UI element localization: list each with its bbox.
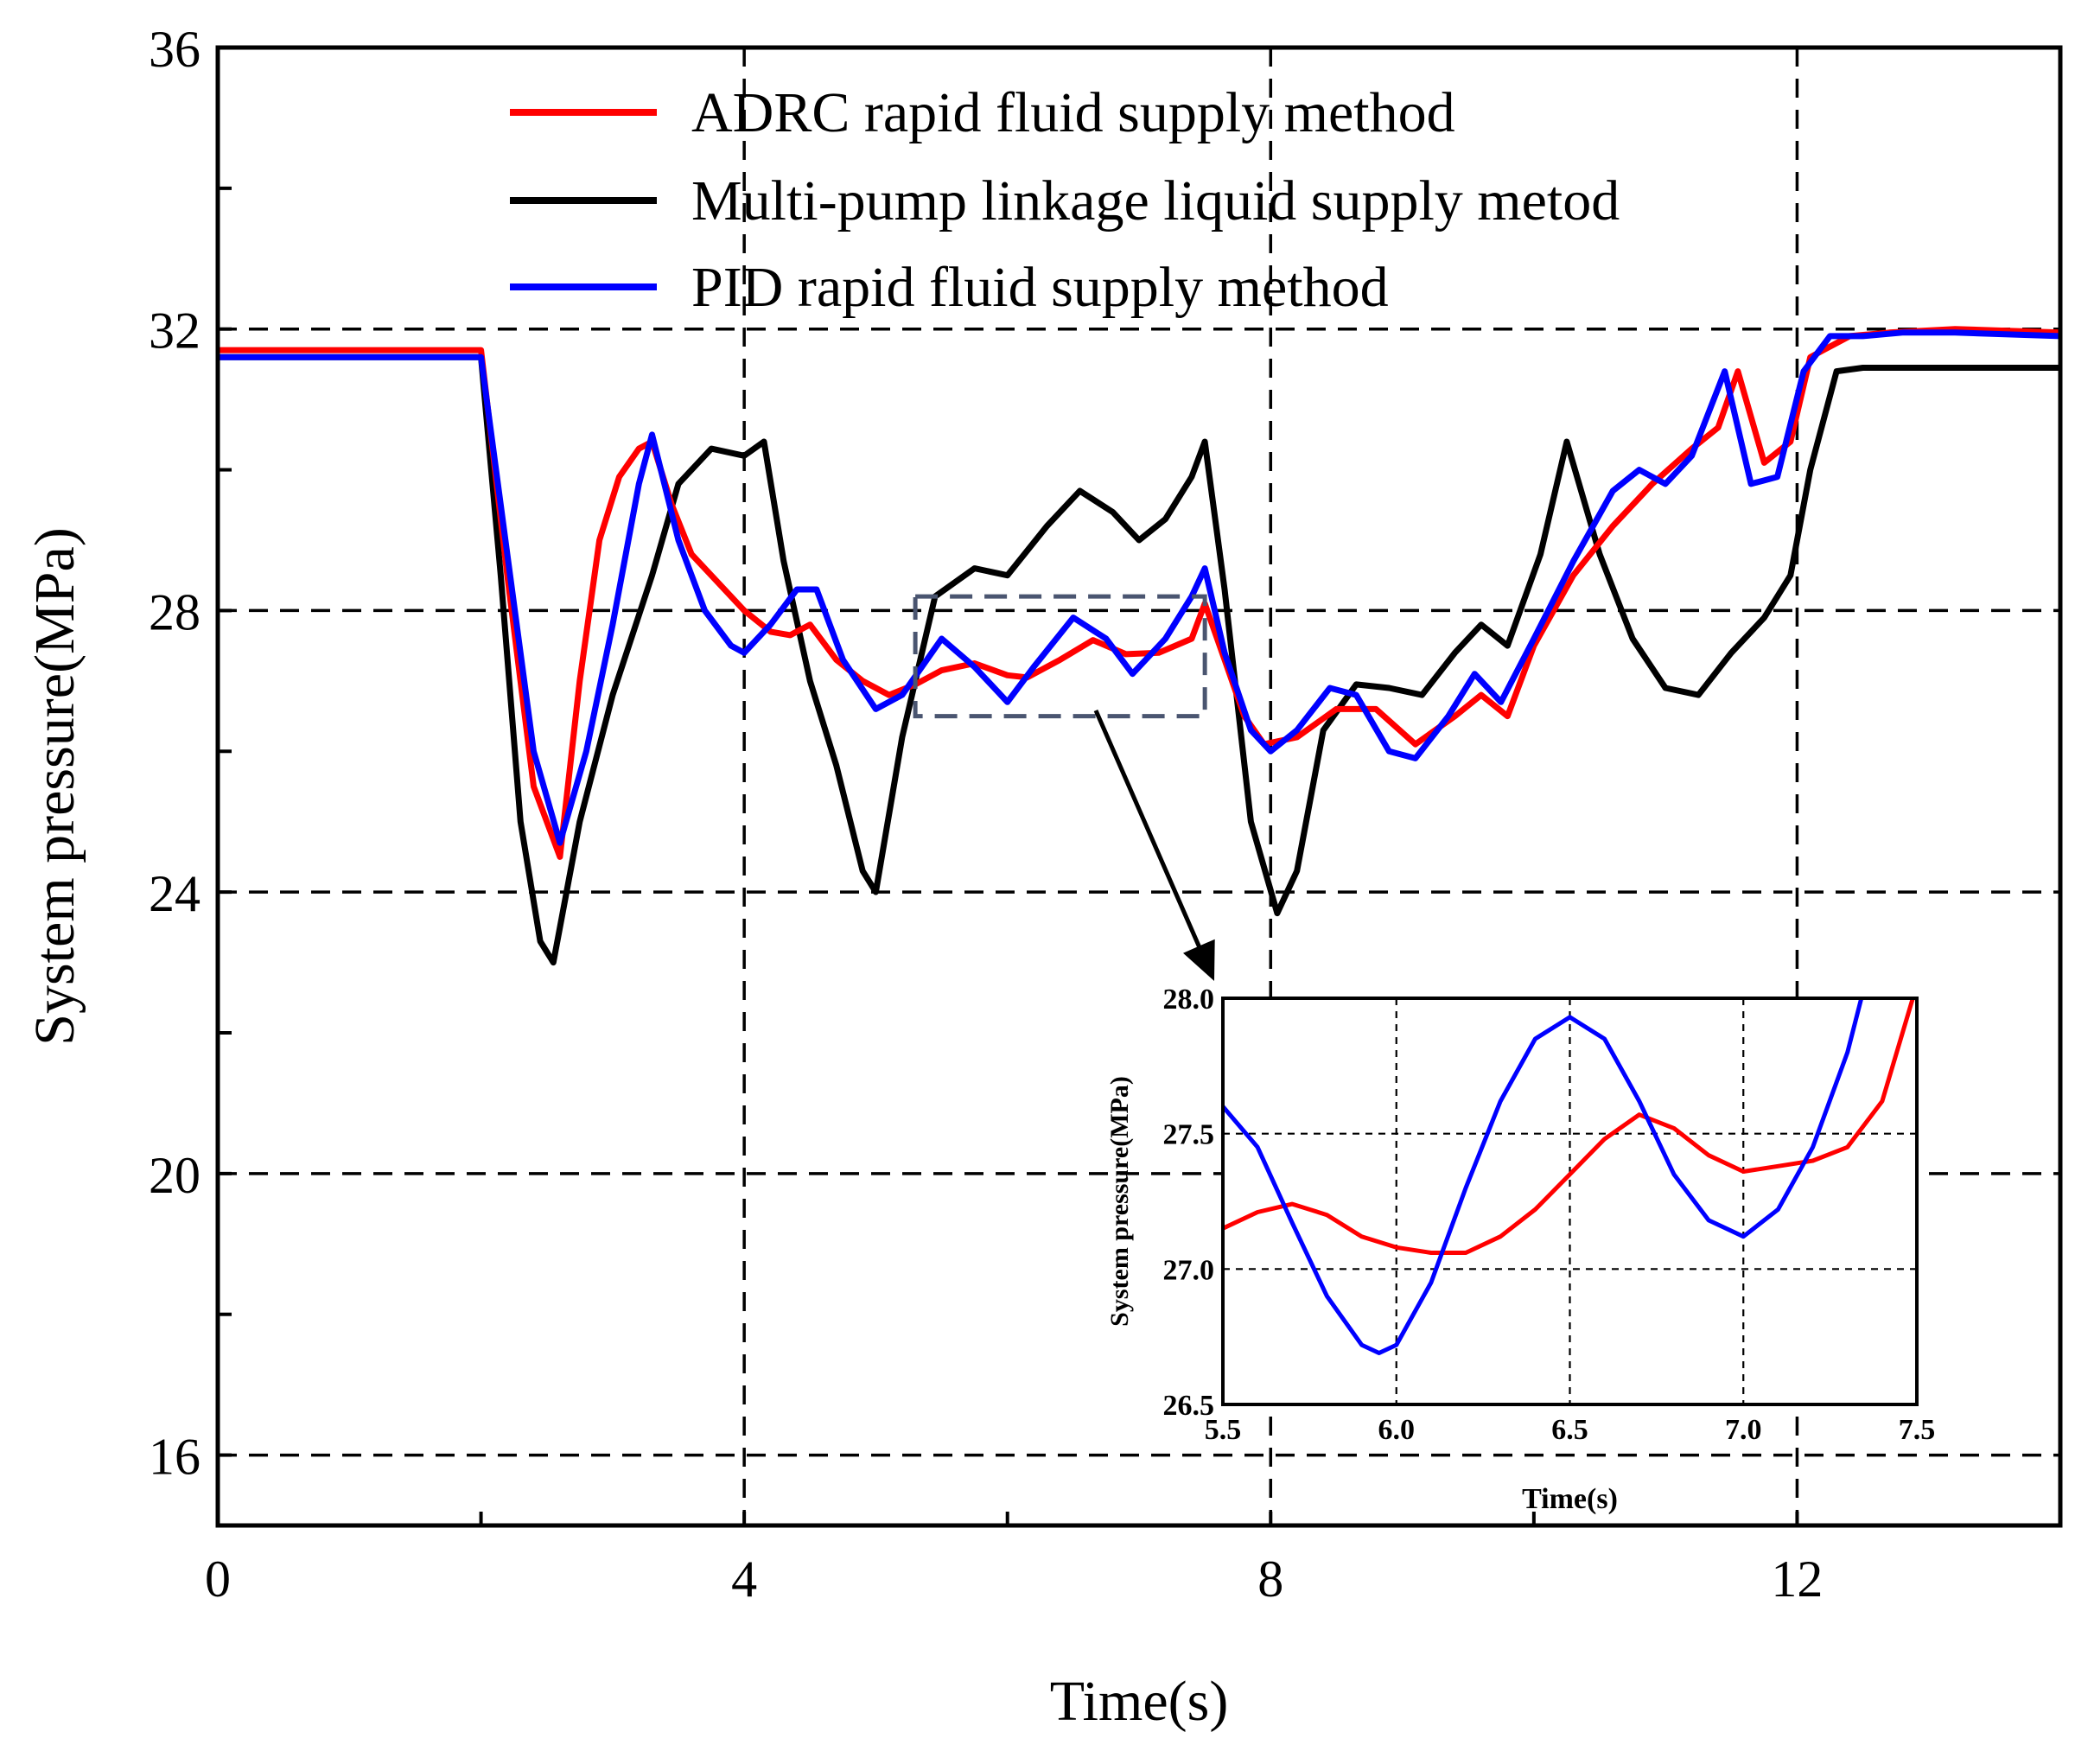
main-plot-frame [215, 45, 2063, 1528]
inset-y-tick-label: 26.5 [1163, 1390, 1215, 1422]
main-tick-labels: 16 20 24 28 32 36 0 4 8 12 [149, 21, 1823, 1608]
zoom-arrow-line [1093, 709, 1210, 967]
y-tick-label: 28 [149, 583, 200, 640]
inset-y-tick-label: 28.0 [1163, 984, 1215, 1016]
zoom-indicator [913, 594, 1215, 981]
x-tick-label: 8 [1257, 1551, 1283, 1608]
series-line-1 [218, 353, 2060, 966]
series-line-2 [218, 329, 2060, 846]
inset-x-tick-label: 5.5 [1205, 1414, 1242, 1446]
y-tick-label: 24 [149, 865, 200, 922]
zoom-arrow-head [1183, 939, 1215, 981]
main-axis-ticks [218, 46, 1799, 1525]
legend-label-0: ADRC rapid fluid supply method [691, 81, 1455, 144]
inset-frame [1221, 997, 1919, 1406]
inset-series-line-0 [1223, 998, 1915, 1255]
legend-label-2: PID rapid fluid supply method [691, 256, 1389, 319]
x-tick-label: 0 [205, 1551, 231, 1608]
x-tick-label: 12 [1771, 1551, 1823, 1608]
inset-x-tick-label: 6.5 [1551, 1414, 1588, 1446]
main-plot-area [218, 326, 2060, 966]
inset-y-tick-label: 27.0 [1163, 1254, 1215, 1286]
inset-chart: 5.5 6.0 6.5 7.0 7.5 26.5 27.0 27.5 28.0 Time(s) Sy… [1105, 984, 1935, 1515]
inset-x-tick-label: 7.5 [1899, 1414, 1936, 1446]
y-tick-label: 32 [149, 302, 200, 360]
inset-background [1223, 998, 1917, 1404]
x-axis-label: Time(s) [1050, 1670, 1229, 1733]
inset-series-line-1 [1223, 998, 1864, 1355]
x-tick-label: 4 [731, 1551, 757, 1608]
inset-x-axis-label: Time(s) [1522, 1483, 1618, 1515]
legend-label-1: Multi-pump linkage liquid supply metod [691, 169, 1620, 232]
inset-y-axis-label: System pressure(MPa) [1105, 1076, 1134, 1327]
inset-y-tick-label: 27.5 [1163, 1119, 1215, 1151]
y-axis-label: System pressure(MPa) [23, 527, 86, 1045]
legend: ADRC rapid fluid supply method Multi-pump… [510, 81, 1620, 319]
zoom-region-box [913, 594, 1207, 719]
y-tick-label: 16 [149, 1429, 200, 1486]
inset-x-tick-label: 7.0 [1725, 1414, 1762, 1446]
y-tick-label: 20 [149, 1147, 200, 1204]
inset-x-tick-label: 6.0 [1378, 1414, 1416, 1446]
y-tick-label: 36 [149, 21, 200, 78]
inset-plot-area [1223, 998, 1915, 1355]
